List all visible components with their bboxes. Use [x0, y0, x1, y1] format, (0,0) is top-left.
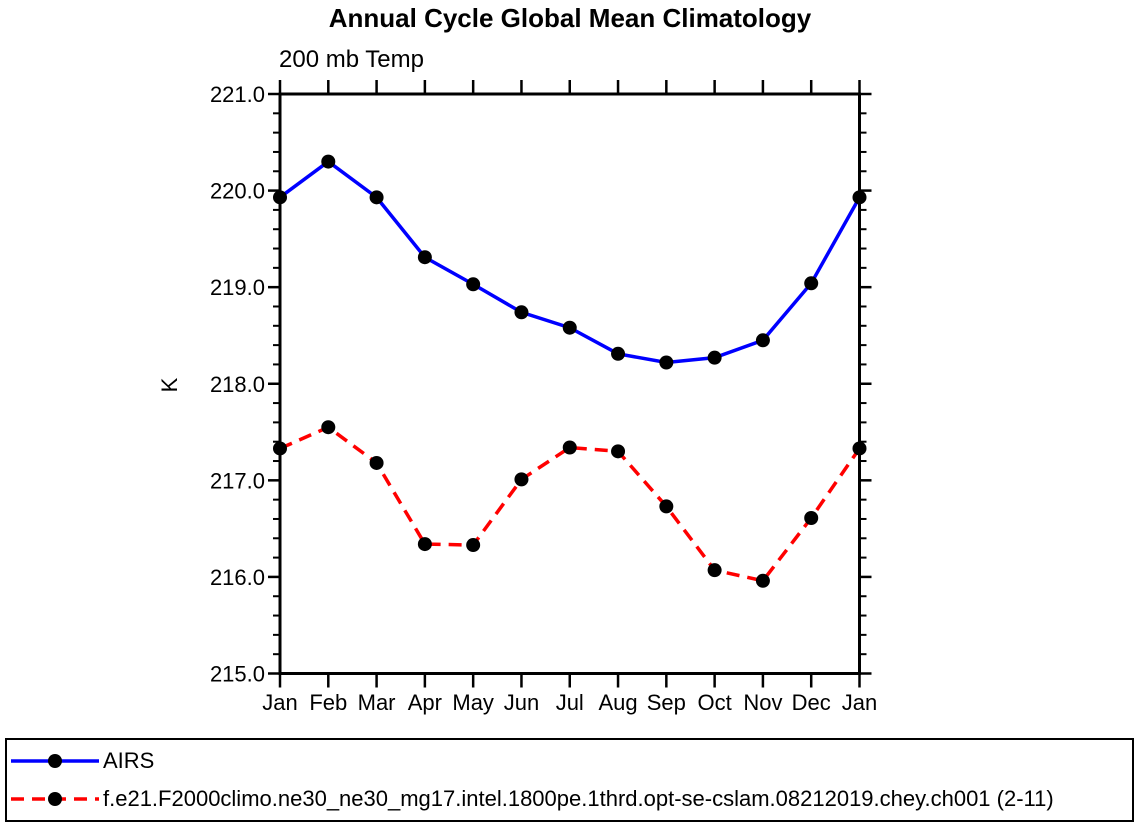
x-tick-label: Aug	[598, 690, 637, 715]
y-tick-label: 221.0	[210, 82, 265, 107]
data-point-model	[611, 444, 626, 459]
data-point-model	[804, 511, 819, 526]
legend-line-model-icon	[11, 792, 99, 806]
data-point-model	[514, 472, 529, 487]
data-point-airs	[804, 276, 819, 291]
data-point-airs	[321, 154, 336, 169]
data-point-model	[659, 499, 674, 514]
y-tick-label: 220.0	[210, 179, 265, 204]
x-tick-label: Mar	[358, 690, 396, 715]
legend-box: AIRS f.e21.F2000climo.ne30_ne30_mg17.int…	[5, 738, 1134, 822]
x-tick-label: Apr	[408, 690, 442, 715]
data-point-airs	[659, 355, 674, 370]
data-point-model	[466, 538, 481, 553]
x-tick-label: Jan	[842, 690, 877, 715]
data-point-airs	[755, 333, 770, 348]
x-tick-label: Jan	[262, 690, 297, 715]
data-point-airs	[466, 277, 481, 292]
data-point-airs	[562, 320, 577, 335]
data-point-airs	[852, 190, 867, 205]
x-tick-label: Nov	[743, 690, 782, 715]
data-point-model	[562, 440, 577, 455]
legend-line-airs-icon	[11, 754, 99, 768]
legend-item-airs: AIRS	[10, 743, 1132, 779]
x-tick-label: Oct	[698, 690, 732, 715]
data-point-model	[273, 441, 287, 456]
x-tick-label: Jul	[556, 690, 584, 715]
data-point-airs	[514, 305, 529, 320]
y-tick-label: 216.0	[210, 565, 265, 590]
y-tick-label: 218.0	[210, 372, 265, 397]
data-point-model	[369, 455, 384, 470]
x-tick-label: Dec	[792, 690, 831, 715]
data-point-airs	[707, 350, 722, 365]
data-point-model	[417, 537, 432, 552]
data-point-airs	[417, 250, 432, 265]
legend-label-model: f.e21.F2000climo.ne30_ne30_mg17.intel.18…	[103, 786, 1054, 811]
data-point-airs	[369, 190, 384, 205]
y-tick-label: 219.0	[210, 275, 265, 300]
x-tick-label: Sep	[647, 690, 686, 715]
chart-subtitle: 200 mb Temp	[279, 46, 424, 73]
x-tick-label: May	[452, 690, 494, 715]
x-tick-label: Jun	[504, 690, 539, 715]
data-point-model	[707, 563, 722, 578]
chart-title: Annual Cycle Global Mean Climatology	[328, 3, 812, 33]
plot-frame	[278, 92, 861, 675]
data-point-airs	[611, 346, 626, 361]
legend-item-model: f.e21.F2000climo.ne30_ne30_mg17.intel.18…	[10, 781, 1132, 817]
data-point-model	[321, 420, 336, 435]
y-tick-label: 217.0	[210, 468, 265, 493]
legend-label-airs: AIRS	[103, 748, 155, 773]
data-point-model	[852, 441, 867, 456]
y-tick-label: 215.0	[210, 662, 265, 687]
data-point-model	[755, 573, 770, 588]
data-point-airs	[273, 190, 287, 205]
x-tick-label: Feb	[309, 690, 347, 715]
